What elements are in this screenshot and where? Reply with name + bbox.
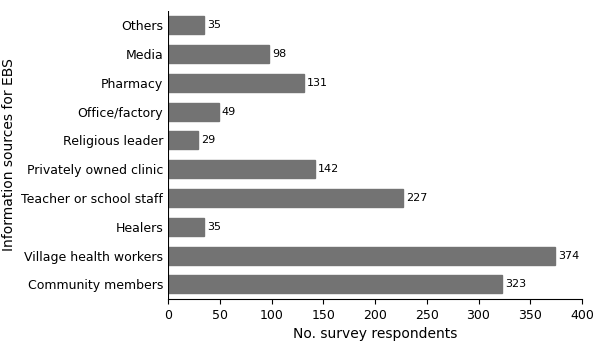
Bar [168, 45, 269, 63]
Text: 35: 35 [208, 222, 221, 232]
Bar [168, 160, 315, 178]
Y-axis label: Information sources for EBS: Information sources for EBS [2, 58, 16, 251]
Bar [168, 275, 502, 293]
Bar [168, 189, 403, 207]
Bar [168, 103, 219, 121]
Bar [168, 16, 204, 34]
Text: 29: 29 [201, 135, 215, 145]
Text: 35: 35 [208, 20, 221, 30]
Bar [168, 74, 304, 92]
Text: 374: 374 [558, 251, 580, 261]
Bar [168, 247, 555, 265]
Text: 131: 131 [307, 78, 328, 88]
Text: 49: 49 [222, 107, 236, 117]
Bar [168, 131, 198, 149]
Text: 142: 142 [318, 164, 340, 174]
Text: 98: 98 [272, 49, 287, 59]
Text: 323: 323 [505, 279, 527, 289]
Bar [168, 218, 204, 236]
X-axis label: No. survey respondents: No. survey respondents [293, 327, 457, 341]
Text: 227: 227 [406, 193, 427, 203]
